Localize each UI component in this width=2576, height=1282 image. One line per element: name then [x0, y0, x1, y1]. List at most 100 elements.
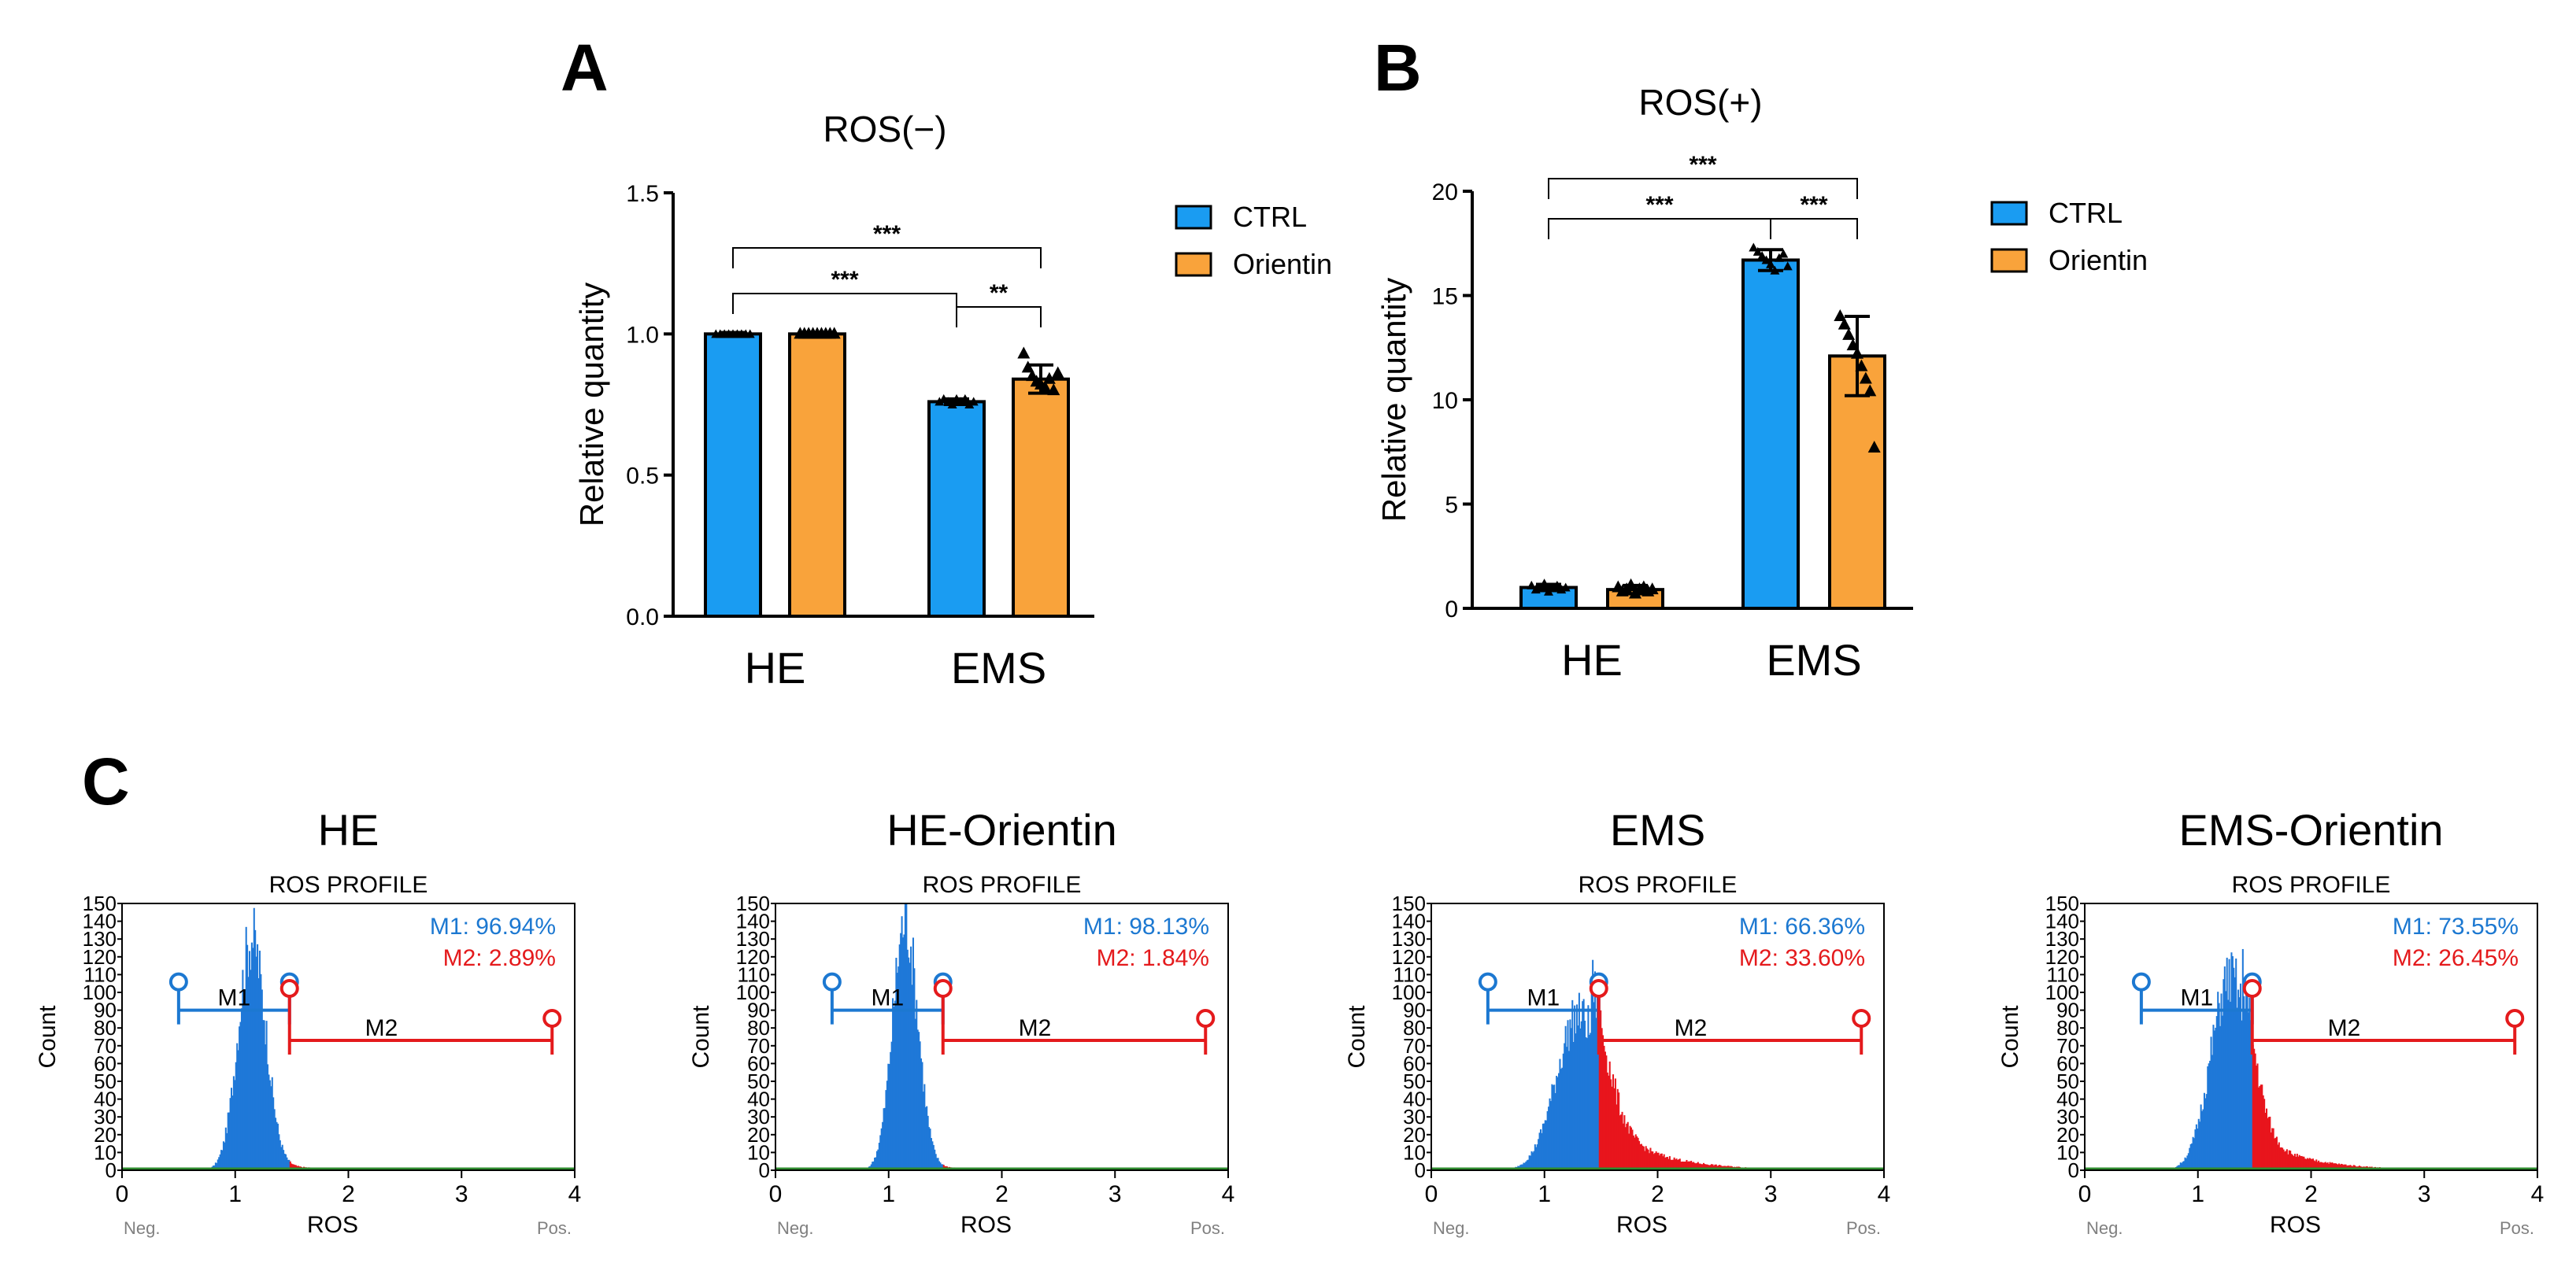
x-tick-label: 0: [769, 1181, 783, 1207]
bar-chart-ros-positive: ROS(+) 0 5 10 15 20 Relative quantity HE EMS *** *…: [1375, 82, 2148, 685]
histogram-bin: [900, 933, 902, 1170]
y-tick-label: 30: [2056, 1105, 2079, 1129]
histogram-bin: [902, 937, 905, 1170]
y-tick-label: 10: [2056, 1140, 2079, 1164]
y-axis-label: Relative quantity: [1375, 278, 1412, 523]
x-tick-label: 1: [1538, 1181, 1551, 1207]
histogram-bin: [1682, 1161, 1685, 1170]
m2-marker-label: M2: [2328, 1015, 2361, 1041]
histogram-bin: [2217, 992, 2219, 1170]
histogram-bin: [1681, 1161, 1683, 1170]
histogram-bin: [1657, 1152, 1660, 1170]
histogram-bin: [2204, 1098, 2207, 1170]
histogram-bin: [217, 1159, 219, 1170]
histogram-bin: [1660, 1153, 1662, 1170]
histogram-bin: [1608, 1061, 1611, 1170]
y-tick-label: 90: [1403, 999, 1426, 1022]
histogram-bin: [879, 1135, 882, 1170]
y-tick-label: 80: [1403, 1016, 1426, 1040]
histogram-bin: [1691, 1162, 1693, 1170]
histogram-subtitle: ROS PROFILE: [1579, 872, 1738, 898]
m1-marker-handle: [1478, 972, 1497, 992]
histogram-bin: [1585, 1037, 1587, 1170]
significance-label: ***: [1645, 192, 1673, 218]
m2-marker-handle: [1196, 1009, 1216, 1029]
histogram-bin: [255, 956, 257, 1170]
histogram-bin: [1694, 1163, 1697, 1170]
histogram-bin: [2280, 1147, 2282, 1170]
histogram-bin: [2300, 1155, 2303, 1170]
histogram-bin: [1566, 1047, 1568, 1170]
y-tick-label: 130: [2045, 927, 2079, 951]
bar-ems-ctrl: [1741, 258, 1800, 610]
y-tick-label: 40: [2056, 1088, 2079, 1111]
data-point: [1021, 360, 1034, 373]
histogram-bin: [240, 1008, 242, 1170]
histogram-bin: [228, 1112, 231, 1170]
histogram-bin: [1686, 1162, 1689, 1170]
y-tick-label: 20: [1403, 1123, 1426, 1147]
histogram-bin: [927, 1115, 929, 1170]
plot-frame: [2084, 903, 2538, 1171]
bar-ems-orientin: [1012, 377, 1070, 618]
histogram-bin: [938, 1161, 941, 1170]
histogram-bin: [1628, 1133, 1630, 1170]
y-tick-label: 60: [1403, 1051, 1426, 1075]
legend-swatch-orientin: [1175, 252, 1212, 277]
histogram-bin: [291, 1164, 294, 1170]
m2-marker-handle: [1589, 979, 1608, 999]
histogram-bin: [2236, 1007, 2238, 1170]
histogram-bin: [2288, 1150, 2290, 1170]
y-tick-label: 10: [94, 1140, 117, 1164]
histogram-bin: [1530, 1155, 1532, 1170]
histogram-bin: [2225, 991, 2227, 1170]
histogram-bin: [2226, 957, 2228, 1170]
histogram-bin: [232, 1076, 235, 1170]
histogram-bin: [2331, 1162, 2334, 1170]
histogram-bin: [1672, 1159, 1675, 1170]
histogram-bin: [2316, 1162, 2319, 1170]
histogram-title: EMS-Orientin: [2178, 805, 2443, 855]
histogram-bin: [1680, 1162, 1682, 1170]
histogram-bin: [1631, 1129, 1634, 1170]
histogram-bin: [1531, 1152, 1534, 1170]
histogram-bin: [886, 1081, 888, 1170]
histogram-bin: [870, 1164, 872, 1170]
histogram-bin: [1554, 1092, 1556, 1170]
y-tick-label: 20: [94, 1123, 117, 1147]
histogram-bin: [2238, 997, 2241, 1170]
histogram-bin: [1543, 1123, 1545, 1170]
y-tick-label: 40: [747, 1088, 770, 1111]
histogram-bin: [2274, 1138, 2276, 1170]
histogram-bin: [2271, 1128, 2274, 1170]
y-axis-label: Relative quantity: [573, 283, 610, 527]
histogram-bin: [1670, 1159, 1672, 1170]
x-tick-label: 3: [1108, 1181, 1122, 1207]
histogram-bin: [245, 926, 247, 1170]
histogram-bin: [2197, 1118, 2200, 1170]
histogram-bin: [2208, 1063, 2210, 1170]
histogram-bin: [291, 1163, 293, 1170]
histogram-bin: [893, 1007, 895, 1170]
histogram-bin: [1552, 1084, 1554, 1170]
histogram-bin: [2253, 1048, 2256, 1170]
data-point: [1527, 580, 1537, 589]
data-point: [1778, 249, 1789, 258]
y-tick-label: 80: [2056, 1016, 2079, 1040]
histogram-bin: [2245, 991, 2248, 1170]
x-axis-label: ROS: [960, 1212, 1012, 1238]
bar-ems-orientin: [1828, 354, 1886, 610]
histogram-bin: [2287, 1154, 2289, 1170]
significance-bracket: [732, 293, 957, 314]
histogram-bin: [1686, 1159, 1688, 1170]
histogram-bin: [1540, 1129, 1542, 1170]
category-label: EMS: [1766, 635, 1861, 685]
histogram-bin: [1675, 1159, 1677, 1170]
y-tick-label: 110: [84, 962, 117, 986]
histogram-bin: [289, 1161, 291, 1170]
histogram-bin: [1562, 1053, 1564, 1170]
histogram-bin: [271, 1077, 273, 1170]
histogram-bin: [2241, 948, 2244, 1170]
histogram-bin: [1535, 1147, 1538, 1170]
